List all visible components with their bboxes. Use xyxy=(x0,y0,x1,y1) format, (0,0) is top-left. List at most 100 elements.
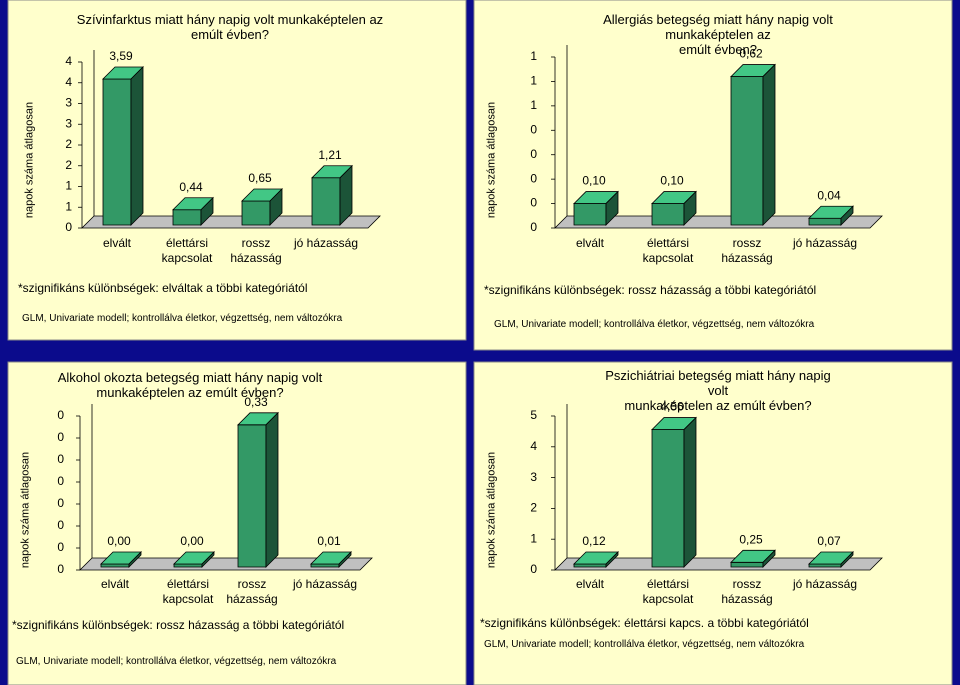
chart-title: Alkohol okozta betegség miatt hány napig… xyxy=(57,370,323,400)
value-label: 0,65 xyxy=(248,171,272,185)
y-axis-label: napok száma átlagosan xyxy=(23,101,36,219)
y-tick-label: 3 xyxy=(530,470,537,484)
bar-side xyxy=(128,551,142,568)
bar-side xyxy=(201,551,215,568)
y-tick-label: 4 xyxy=(65,75,72,89)
chart-title: Szívinfarktus miatt hány napig volt munk… xyxy=(76,12,384,42)
y-tick-label: 1 xyxy=(530,98,537,112)
y-tick-label: 0 xyxy=(57,518,64,532)
y-tick-label: 5 xyxy=(530,408,537,422)
x-tick-label: elvált xyxy=(100,577,130,591)
footnote: GLM, Univariate modell; kontrollálva éle… xyxy=(494,319,815,330)
bar-front xyxy=(241,200,271,226)
bar xyxy=(241,188,283,226)
value-label: 0,25 xyxy=(739,532,763,546)
y-tick-label: 0 xyxy=(530,220,537,234)
value-label: 0,33 xyxy=(244,395,268,409)
bar xyxy=(651,416,697,568)
x-tick-label: rossz házasság xyxy=(230,236,282,265)
x-tick-label: rossz házasság xyxy=(721,236,773,265)
y-tick-label: 1 xyxy=(530,531,537,545)
y-axis-label: napok száma átlagosan xyxy=(485,101,498,219)
bar-side xyxy=(605,190,619,226)
y-tick-label: 1 xyxy=(65,179,72,193)
footnote: GLM, Univariate modell; kontrollálva éle… xyxy=(22,313,343,324)
bar-side xyxy=(269,188,283,226)
bar xyxy=(100,551,142,568)
bar xyxy=(172,196,214,226)
bar-side xyxy=(683,190,697,226)
bar-side xyxy=(130,66,144,226)
value-label: 0,00 xyxy=(107,534,131,548)
bar-front xyxy=(573,563,607,568)
y-tick-label: 0 xyxy=(57,452,64,466)
bar-front xyxy=(173,563,203,568)
y-tick-label: 0 xyxy=(57,474,64,488)
bar xyxy=(573,190,619,226)
y-tick-label: 1 xyxy=(530,74,537,88)
panel xyxy=(7,0,467,341)
bar-front xyxy=(808,563,842,568)
x-tick-label: rossz házasság xyxy=(721,577,773,606)
bar-front xyxy=(730,76,764,226)
floor xyxy=(79,557,373,571)
bar-front xyxy=(237,424,267,568)
bar xyxy=(102,66,144,226)
panel xyxy=(7,361,467,685)
footnote: GLM, Univariate modell; kontrollálva éle… xyxy=(16,656,337,667)
y-axis-label: napok száma átlagosan xyxy=(19,451,32,569)
y-tick-label: 0 xyxy=(530,196,537,210)
bar-front xyxy=(808,217,842,226)
bar-front xyxy=(310,563,340,568)
bar-side xyxy=(605,551,619,568)
value-label: 0,00 xyxy=(180,534,204,548)
bar-front xyxy=(311,177,341,226)
bar-side xyxy=(339,164,353,226)
bar-side xyxy=(840,205,854,226)
value-label: 0,01 xyxy=(317,534,341,548)
bar-side xyxy=(265,411,279,568)
bar xyxy=(730,63,776,226)
value-label: 0,10 xyxy=(660,174,684,188)
y-tick-label: 3 xyxy=(65,96,72,110)
bar-front xyxy=(100,563,130,568)
bar-side xyxy=(683,416,697,568)
y-tick-label: 0 xyxy=(530,122,537,136)
bar xyxy=(730,549,776,568)
value-label: 0,10 xyxy=(582,174,606,188)
value-label: 0,04 xyxy=(817,188,841,202)
bar-front xyxy=(102,78,132,226)
x-tick-label: rossz házasság xyxy=(226,577,278,606)
y-tick-label: 0 xyxy=(530,171,537,185)
bar-front xyxy=(730,561,764,568)
panel xyxy=(473,0,953,351)
y-tick-label: 0 xyxy=(65,220,72,234)
bar-front xyxy=(651,203,685,226)
note: *szignifikáns különbségek: rossz házassá… xyxy=(12,618,345,632)
x-tick-label: élettársi kapcsolat xyxy=(642,236,694,265)
chart-title: Pszichiátriai betegség miatt hány napig … xyxy=(605,368,831,413)
bar xyxy=(173,551,215,568)
note: *szignifikáns különbségek: rossz házassá… xyxy=(484,283,817,297)
x-tick-label: jó házasság xyxy=(292,577,358,591)
bar xyxy=(311,164,353,226)
floor xyxy=(81,215,381,229)
y-tick-label: 2 xyxy=(530,501,537,515)
bar xyxy=(573,551,619,568)
x-tick-label: élettársi kapcsolat xyxy=(162,577,214,606)
bar-front xyxy=(573,203,607,226)
y-tick-label: 2 xyxy=(65,137,72,151)
y-tick-label: 0 xyxy=(530,147,537,161)
y-tick-label: 2 xyxy=(65,158,72,172)
y-tick-label: 1 xyxy=(65,199,72,213)
x-tick-label: elvált xyxy=(575,577,605,591)
x-tick-label: elvált xyxy=(102,236,132,250)
value-label: 1,21 xyxy=(318,148,342,162)
x-tick-label: jó házasság xyxy=(792,236,858,250)
bar-side xyxy=(200,196,214,226)
bar-side xyxy=(338,551,352,568)
y-tick-label: 0 xyxy=(57,540,64,554)
x-tick-label: elvált xyxy=(575,236,605,250)
